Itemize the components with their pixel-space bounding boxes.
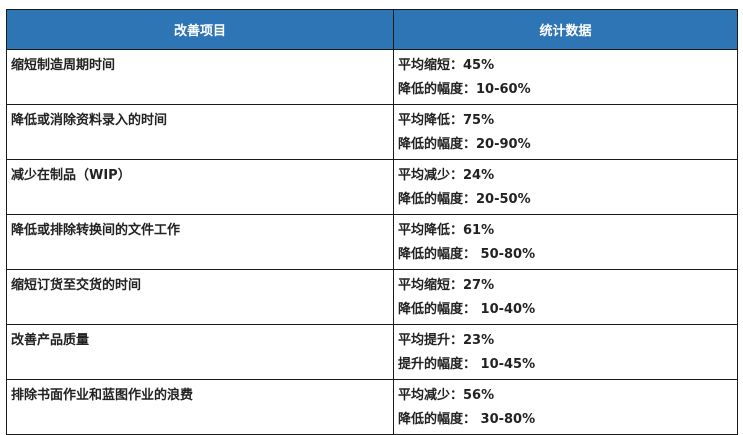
range-stat: 降低的幅度： 10-40%: [398, 302, 536, 317]
average-stat: 平均缩短：45%: [398, 58, 495, 73]
header-row: 改善项目 统计数据: [6, 9, 738, 50]
column-header-item: 改善项目: [6, 9, 394, 50]
range-stat: 降低的幅度： 30-80%: [398, 412, 536, 427]
stats-cell: 平均减少：24% 降低的幅度：20-50%: [393, 159, 738, 215]
improvement-item: 降低或排除转换间的文件工作: [6, 214, 394, 270]
table-row: 缩短订货至交货的时间 平均缩短：27% 降低的幅度： 10-40%: [6, 269, 738, 325]
range-stat: 提升的幅度： 10-45%: [398, 357, 536, 372]
average-stat: 平均缩短：27%: [398, 278, 495, 293]
range-stat: 降低的幅度：20-90%: [398, 137, 531, 152]
column-header-stats: 统计数据: [393, 9, 738, 50]
improvement-item: 缩短订货至交货的时间: [6, 269, 394, 325]
average-stat: 平均减少：24%: [398, 168, 495, 183]
average-stat: 平均降低：75%: [398, 113, 495, 128]
table-row: 降低或消除资料录入的时间 平均降低：75% 降低的幅度：20-90%: [6, 104, 738, 160]
improvement-item: 降低或消除资料录入的时间: [6, 104, 394, 160]
table-row: 改善产品质量 平均提升：23% 提升的幅度： 10-45%: [6, 324, 738, 380]
range-stat: 降低的幅度： 50-80%: [398, 247, 536, 262]
stats-cell: 平均提升：23% 提升的幅度： 10-45%: [393, 324, 738, 380]
average-stat: 平均减少：56%: [398, 388, 495, 403]
table-row: 降低或排除转换间的文件工作 平均降低：61% 降低的幅度： 50-80%: [6, 214, 738, 270]
average-stat: 平均降低：61%: [398, 223, 495, 238]
stats-cell: 平均降低：75% 降低的幅度：20-90%: [393, 104, 738, 160]
stats-cell: 平均缩短：45% 降低的幅度：10-60%: [393, 49, 738, 105]
improvement-item: 改善产品质量: [6, 324, 394, 380]
improvement-stats-table: 改善项目 统计数据 缩短制造周期时间 平均缩短：45% 降低的幅度：10-60%…: [6, 9, 738, 435]
improvement-item: 减少在制品（WIP）: [6, 159, 394, 215]
table-row: 缩短制造周期时间 平均缩短：45% 降低的幅度：10-60%: [6, 49, 738, 105]
range-stat: 降低的幅度：20-50%: [398, 192, 531, 207]
stats-cell: 平均降低：61% 降低的幅度： 50-80%: [393, 214, 738, 270]
table-row: 减少在制品（WIP） 平均减少：24% 降低的幅度：20-50%: [6, 159, 738, 215]
range-stat: 降低的幅度：10-60%: [398, 82, 531, 97]
stats-cell: 平均缩短：27% 降低的幅度： 10-40%: [393, 269, 738, 325]
improvement-item: 缩短制造周期时间: [6, 49, 394, 105]
improvement-item: 排除书面作业和蓝图作业的浪费: [6, 379, 394, 435]
stats-cell: 平均减少：56% 降低的幅度： 30-80%: [393, 379, 738, 435]
table-row: 排除书面作业和蓝图作业的浪费 平均减少：56% 降低的幅度： 30-80%: [6, 379, 738, 435]
average-stat: 平均提升：23%: [398, 333, 495, 348]
